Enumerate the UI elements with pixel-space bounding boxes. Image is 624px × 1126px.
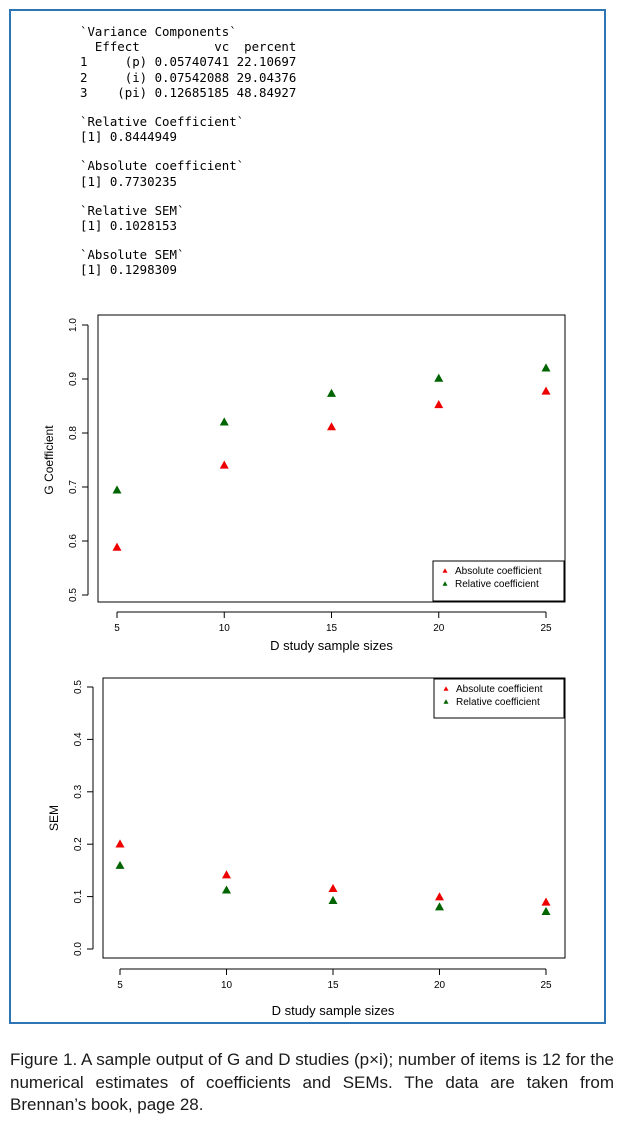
chart-1-legend-marker-1 bbox=[443, 699, 449, 704]
chart-1-series-0-point-0 bbox=[115, 839, 125, 848]
variance-row-i: 2 (i) 0.07542088 29.04376 bbox=[80, 69, 297, 85]
chart-0-y-tick-label-2: 0.7 bbox=[68, 480, 79, 494]
r-console-output: `Variance Components` Effect vc percent 1… bbox=[80, 24, 296, 278]
chart-0-x-tick-label-4: 25 bbox=[540, 623, 552, 634]
chart-1-y-tick-label-5: 0.5 bbox=[73, 680, 84, 694]
absolute-sem-value: [1] 0.1298309 bbox=[80, 262, 177, 278]
relative-coefficient-title: `Relative Coefficient` bbox=[80, 114, 245, 130]
absolute-coefficient-value: [1] 0.7730235 bbox=[80, 173, 177, 189]
chart-1-x-tick-label-3: 20 bbox=[434, 980, 446, 991]
absolute-sem-title: `Absolute SEM` bbox=[80, 247, 185, 263]
chart-0-legend-marker-1 bbox=[442, 581, 448, 586]
chart-0-y-tick-label-5: 1.0 bbox=[68, 318, 79, 332]
chart-0-series-1-point-1 bbox=[219, 417, 229, 426]
variance-table-header: Effect vc percent bbox=[80, 39, 297, 55]
chart-1-series-1-point-0 bbox=[115, 860, 125, 869]
chart-1-series-0-point-2 bbox=[328, 883, 338, 892]
relative-sem-value: [1] 0.1028153 bbox=[80, 218, 177, 234]
chart-0-legend-box bbox=[432, 560, 565, 602]
variance-components-title: `Variance Components` bbox=[80, 24, 237, 39]
chart-1-y-tick-label-2: 0.2 bbox=[73, 837, 84, 851]
chart-0-x-tick-label-2: 15 bbox=[326, 623, 338, 634]
chart-1-x-tick-label-0: 5 bbox=[117, 980, 123, 991]
chart-0-y-tick-label-4: 0.9 bbox=[68, 372, 79, 386]
chart-0-legend-marker-0 bbox=[442, 568, 448, 573]
chart-0-y-axis-label: G Coefficient bbox=[42, 425, 56, 495]
chart-1-series-1-point-1 bbox=[222, 885, 231, 894]
chart-1-y-tick-label-4: 0.4 bbox=[73, 732, 84, 746]
chart-1-y-tick-label-3: 0.3 bbox=[73, 784, 84, 798]
chart-1-series-0-point-3 bbox=[435, 892, 444, 901]
chart-0-series-0-point-1 bbox=[219, 460, 229, 469]
chart-0-legend-label-1: Relative coefficient bbox=[455, 579, 539, 590]
chart-0-x-axis-label: D study sample sizes bbox=[270, 638, 393, 653]
chart-1-y-axis-label: SEM bbox=[47, 805, 61, 831]
variance-row-p: 1 (p) 0.05740741 22.10697 bbox=[80, 54, 297, 70]
chart-0-y-tick-label-1: 0.6 bbox=[68, 534, 79, 548]
variance-row-pi: 3 (pi) 0.12685185 48.84927 bbox=[80, 84, 297, 100]
chart-0-series-0-point-0 bbox=[112, 542, 122, 551]
g-coefficient-chart: 5 10 15 20 25 D study sample sizes 0.5 0.6 0.7 0.… bbox=[42, 314, 566, 653]
chart-1-x-tick-label-2: 15 bbox=[327, 980, 339, 991]
chart-1-legend-box bbox=[433, 678, 565, 719]
chart-0-y-tick-label-0: 0.5 bbox=[68, 588, 79, 602]
chart-1-x-tick-label-1: 10 bbox=[221, 980, 233, 991]
chart-0-series-0-point-2 bbox=[327, 422, 336, 431]
chart-1-x-axis-label: D study sample sizes bbox=[272, 1003, 395, 1018]
figure-frame bbox=[9, 9, 606, 1024]
chart-1-y-tick-label-0: 0.0 bbox=[73, 942, 84, 956]
relative-coefficient-value: [1] 0.8444949 bbox=[80, 129, 177, 145]
chart-0-series-0-point-3 bbox=[434, 400, 444, 409]
chart-0-series-0-point-4 bbox=[541, 386, 551, 395]
chart-1-plot-box bbox=[102, 677, 566, 959]
chart-0-series-1-point-2 bbox=[327, 388, 336, 397]
chart-0-y-tick-label-3: 0.8 bbox=[68, 426, 79, 440]
chart-0-x-tick-label-0: 5 bbox=[114, 623, 120, 634]
chart-0-series-1-point-0 bbox=[112, 485, 122, 494]
absolute-coefficient-title: `Absolute coefficient` bbox=[80, 158, 245, 174]
chart-0-plot-box bbox=[97, 314, 566, 603]
chart-0-legend-label-0: Absolute coefficient bbox=[455, 566, 542, 577]
figure-caption: Figure 1. A sample output of G and D stu… bbox=[10, 1050, 614, 1114]
chart-0-x-tick-label-3: 20 bbox=[433, 623, 445, 634]
chart-0-series-1-point-4 bbox=[541, 363, 551, 372]
chart-1-x-tick-label-4: 25 bbox=[540, 980, 552, 991]
chart-0-x-tick-label-1: 10 bbox=[219, 623, 231, 634]
chart-0-series-1-point-3 bbox=[434, 373, 444, 382]
chart-1-series-0-point-4 bbox=[541, 897, 551, 906]
chart-1-y-tick-label-1: 0.1 bbox=[73, 889, 84, 903]
chart-1-series-1-point-2 bbox=[328, 895, 338, 905]
chart-1-legend-label-1: Relative coefficient bbox=[456, 697, 540, 708]
sem-chart: 5 10 15 20 25 D study sample sizes 0.0 0.1 0.2 0.… bbox=[47, 677, 566, 1018]
chart-1-legend-label-0: Absolute coefficient bbox=[456, 684, 543, 695]
relative-sem-title: `Relative SEM` bbox=[80, 202, 185, 218]
chart-1-series-1-point-3 bbox=[435, 902, 444, 911]
chart-1-series-1-point-4 bbox=[541, 906, 551, 916]
chart-1-series-0-point-1 bbox=[222, 870, 231, 879]
chart-1-legend-marker-0 bbox=[443, 686, 449, 691]
